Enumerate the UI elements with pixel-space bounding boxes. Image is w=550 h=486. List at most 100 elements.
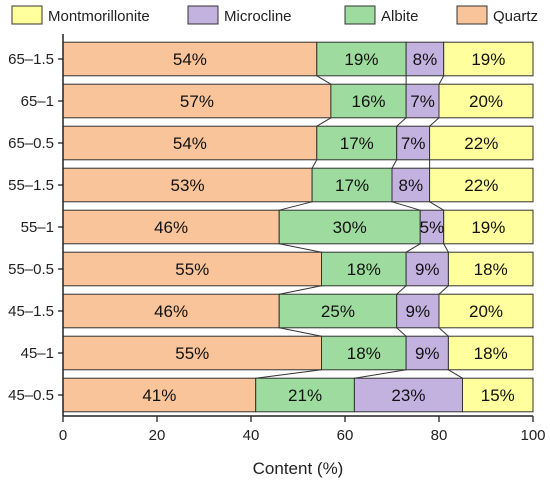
data-label: 8% bbox=[399, 176, 424, 195]
connector-line bbox=[279, 201, 313, 211]
connector-line bbox=[391, 159, 398, 169]
bar-segment-montmorillonite bbox=[447, 335, 534, 371]
data-label: 8% bbox=[413, 50, 438, 69]
bar-segment-montmorillonite bbox=[438, 83, 534, 119]
data-label: 17% bbox=[340, 134, 374, 153]
data-label: 25% bbox=[321, 302, 355, 321]
data-label: 55% bbox=[175, 344, 209, 363]
bar-segment-montmorillonite bbox=[438, 293, 534, 329]
bar-segment-montmorillonite bbox=[462, 377, 534, 413]
connector-line bbox=[391, 201, 421, 211]
data-label: 54% bbox=[173, 134, 207, 153]
bar-segment-quartz bbox=[62, 293, 280, 329]
data-label: 41% bbox=[142, 386, 176, 405]
data-label: 9% bbox=[415, 344, 440, 363]
chart-axes: 0 20 40 60 80 100 65–1.5 65–1 65–0.5 55–1.5 55–1 55… bbox=[8, 34, 546, 444]
legend-label-quartz: Quartz bbox=[493, 8, 538, 25]
y-tick-label: 55–1 bbox=[21, 219, 54, 236]
data-label: 18% bbox=[347, 344, 381, 363]
bar-segment-albite bbox=[278, 293, 398, 329]
connector-line bbox=[448, 369, 463, 379]
connector-line bbox=[316, 117, 332, 127]
data-label: 19% bbox=[471, 50, 505, 69]
y-tick-label: 45–1.5 bbox=[8, 303, 54, 320]
data-label: 20% bbox=[469, 302, 503, 321]
bar-segment-montmorillonite bbox=[443, 41, 534, 77]
bar-segment-quartz bbox=[62, 167, 313, 203]
data-label: 54% bbox=[173, 50, 207, 69]
data-label: 18% bbox=[347, 260, 381, 279]
bar-segment-montmorillonite bbox=[447, 251, 534, 287]
data-label: 20% bbox=[469, 92, 503, 111]
bar-segment-montmorillonite bbox=[443, 209, 534, 245]
x-axis-title: Content (%) bbox=[253, 459, 344, 478]
data-label: 7% bbox=[401, 134, 426, 153]
connector-line bbox=[354, 369, 407, 379]
segment-labels: 54% 19% 8% 19% 57% 16% 7% 20% 54% 17% 7% 22% 53% 17% 8… bbox=[142, 50, 514, 405]
bar-segment-albite bbox=[311, 167, 393, 203]
data-label: 21% bbox=[288, 386, 322, 405]
data-label: 53% bbox=[171, 176, 205, 195]
data-label: 19% bbox=[471, 218, 505, 237]
x-tick-label: 60 bbox=[337, 427, 354, 444]
data-label: 16% bbox=[351, 92, 385, 111]
bar-segment-albite bbox=[255, 377, 355, 413]
data-label: 15% bbox=[481, 386, 515, 405]
legend-swatch-albite bbox=[344, 5, 376, 25]
connector-lines bbox=[255, 75, 463, 379]
connector-line bbox=[316, 75, 332, 85]
y-tick-label: 65–1 bbox=[21, 93, 54, 110]
connector-line bbox=[311, 159, 318, 169]
bar-segment-microcline bbox=[405, 41, 445, 77]
bar-segment-microcline bbox=[405, 83, 440, 119]
legend-swatch-montmorillonite bbox=[11, 5, 43, 25]
bar-segment-microcline bbox=[405, 251, 449, 287]
bar-segment-montmorillonite bbox=[429, 167, 534, 203]
connector-line bbox=[429, 117, 440, 127]
data-label: 7% bbox=[410, 92, 435, 111]
bar-segment-albite bbox=[316, 125, 398, 161]
bar-segment-montmorillonite bbox=[429, 125, 534, 161]
x-tick-label: 100 bbox=[520, 427, 545, 444]
y-tick-label: 65–1.5 bbox=[8, 51, 54, 68]
bar-segment-microcline bbox=[405, 335, 449, 371]
legend-label-montmorillonite: Montmorillonite bbox=[48, 8, 150, 25]
bar-segment-quartz bbox=[62, 251, 322, 287]
connector-line bbox=[279, 243, 322, 253]
data-label: 17% bbox=[335, 176, 369, 195]
bar-segment-microcline bbox=[396, 293, 440, 329]
connector-line bbox=[438, 75, 445, 85]
y-tick-label: 65–0.5 bbox=[8, 135, 54, 152]
x-tick-label: 80 bbox=[431, 427, 448, 444]
x-tick-label: 20 bbox=[149, 427, 166, 444]
bars-group bbox=[62, 41, 534, 413]
legend-swatch-quartz bbox=[456, 5, 488, 25]
connector-line bbox=[279, 327, 322, 337]
connector-line bbox=[255, 369, 322, 379]
connector-line bbox=[396, 285, 407, 295]
bar-segment-albite bbox=[316, 41, 407, 77]
legend-label-albite: Albite bbox=[381, 8, 419, 25]
y-tick-label: 45–1 bbox=[21, 345, 54, 362]
connector-line bbox=[429, 201, 444, 211]
data-label: 19% bbox=[344, 50, 378, 69]
connector-line bbox=[396, 117, 407, 127]
bar-segment-quartz bbox=[62, 41, 318, 77]
connector-line bbox=[443, 243, 449, 253]
bar-segment-albite bbox=[278, 209, 421, 245]
x-tick-label: 0 bbox=[59, 427, 67, 444]
connector-line bbox=[405, 243, 421, 253]
data-label: 46% bbox=[154, 302, 188, 321]
bar-segment-albite bbox=[321, 335, 407, 371]
data-label: 18% bbox=[474, 260, 508, 279]
x-tick-label: 40 bbox=[243, 427, 260, 444]
bar-segment-quartz bbox=[62, 83, 332, 119]
connector-line bbox=[279, 285, 322, 295]
data-label: 9% bbox=[415, 260, 440, 279]
y-tick-label: 45–0.5 bbox=[8, 387, 54, 404]
bar-segment-albite bbox=[330, 83, 407, 119]
data-label: 30% bbox=[333, 218, 367, 237]
bar-segment-albite bbox=[321, 251, 407, 287]
connector-line bbox=[438, 285, 449, 295]
y-tick-label: 55–0.5 bbox=[8, 261, 54, 278]
